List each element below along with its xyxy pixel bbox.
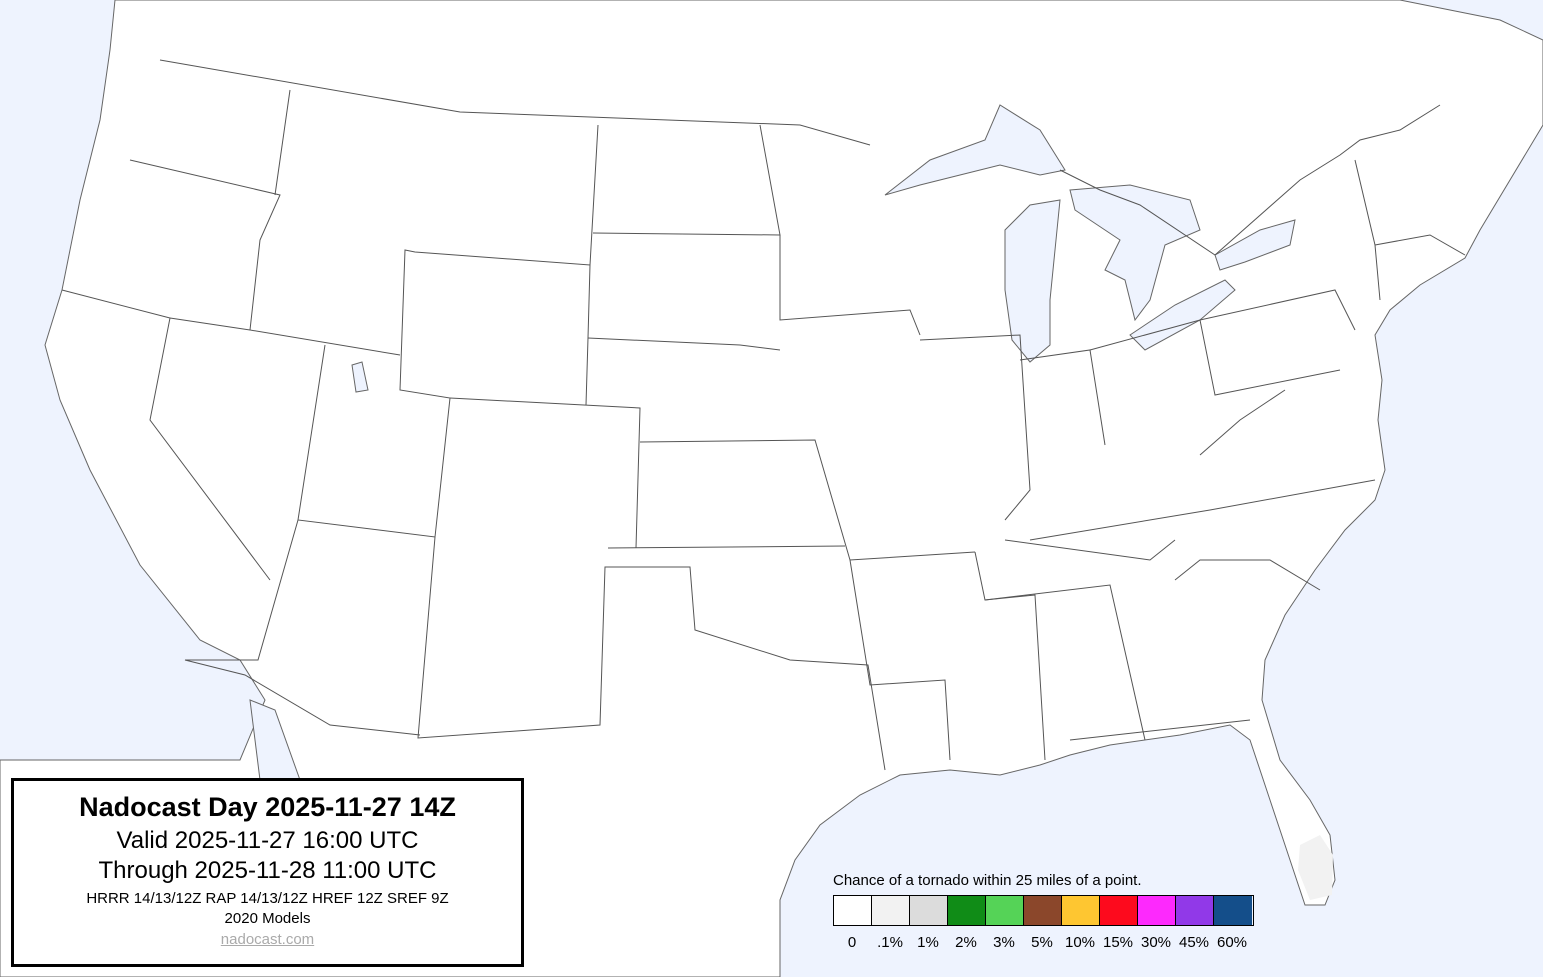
model-version: 2020 Models	[224, 910, 311, 927]
legend-swatch	[1062, 896, 1100, 925]
legend-label: 10%	[1064, 934, 1096, 951]
legend-label: 0	[847, 934, 857, 951]
legend-swatch	[1100, 896, 1138, 925]
legend-label: 1%	[917, 934, 939, 951]
borders	[61, 59, 1466, 771]
legend-swatch	[986, 896, 1024, 925]
valid-time: Valid 2025-11-27 16:00 UTC	[116, 827, 419, 854]
through-time: Through 2025-11-28 11:00 UTC	[98, 857, 437, 884]
legend-label: 15%	[1102, 934, 1134, 951]
forecast-title: Nadocast Day 2025-11-27 14Z	[79, 792, 456, 822]
great-lakes	[249, 104, 1296, 781]
legend-swatch	[948, 896, 986, 925]
great-salt-lake	[351, 361, 369, 393]
lake-michigan	[1004, 199, 1061, 363]
legend-swatch	[1176, 896, 1214, 925]
legend-labels: 0 .1% 1% 2% 3% 5% 10% 15% 30% 45% 60%	[833, 934, 1254, 951]
legend-swatch	[1024, 896, 1062, 925]
lake-erie	[1129, 279, 1236, 351]
legend-swatch	[910, 896, 948, 925]
legend-label: 60%	[1216, 934, 1248, 951]
legend: Chance of a tornado within 25 miles of a…	[833, 872, 1254, 951]
forecast-info-box: Nadocast Day 2025-11-27 14Z Valid 2025-1…	[11, 778, 524, 967]
legend-label: 3%	[993, 934, 1015, 951]
legend-label: 45%	[1178, 934, 1210, 951]
legend-label: .1%	[877, 934, 903, 951]
legend-swatch	[1138, 896, 1176, 925]
model-runs: HRRR 14/13/12Z RAP 14/13/12Z HREF 12Z SR…	[86, 890, 449, 907]
legend-swatches	[833, 895, 1254, 926]
legend-title: Chance of a tornado within 25 miles of a…	[833, 872, 1142, 889]
legend-label: 30%	[1140, 934, 1172, 951]
legend-swatch	[1214, 896, 1252, 925]
legend-label: 2%	[955, 934, 977, 951]
lake-superior	[884, 104, 1066, 196]
lake-ontario	[1214, 219, 1296, 271]
lake-huron	[1069, 184, 1201, 322]
legend-label: 5%	[1031, 934, 1053, 951]
legend-swatch	[872, 896, 910, 925]
legend-swatch	[834, 896, 872, 925]
forecast-area-0.1pct	[1298, 835, 1333, 900]
nadocast-link[interactable]: nadocast.com	[220, 931, 315, 948]
